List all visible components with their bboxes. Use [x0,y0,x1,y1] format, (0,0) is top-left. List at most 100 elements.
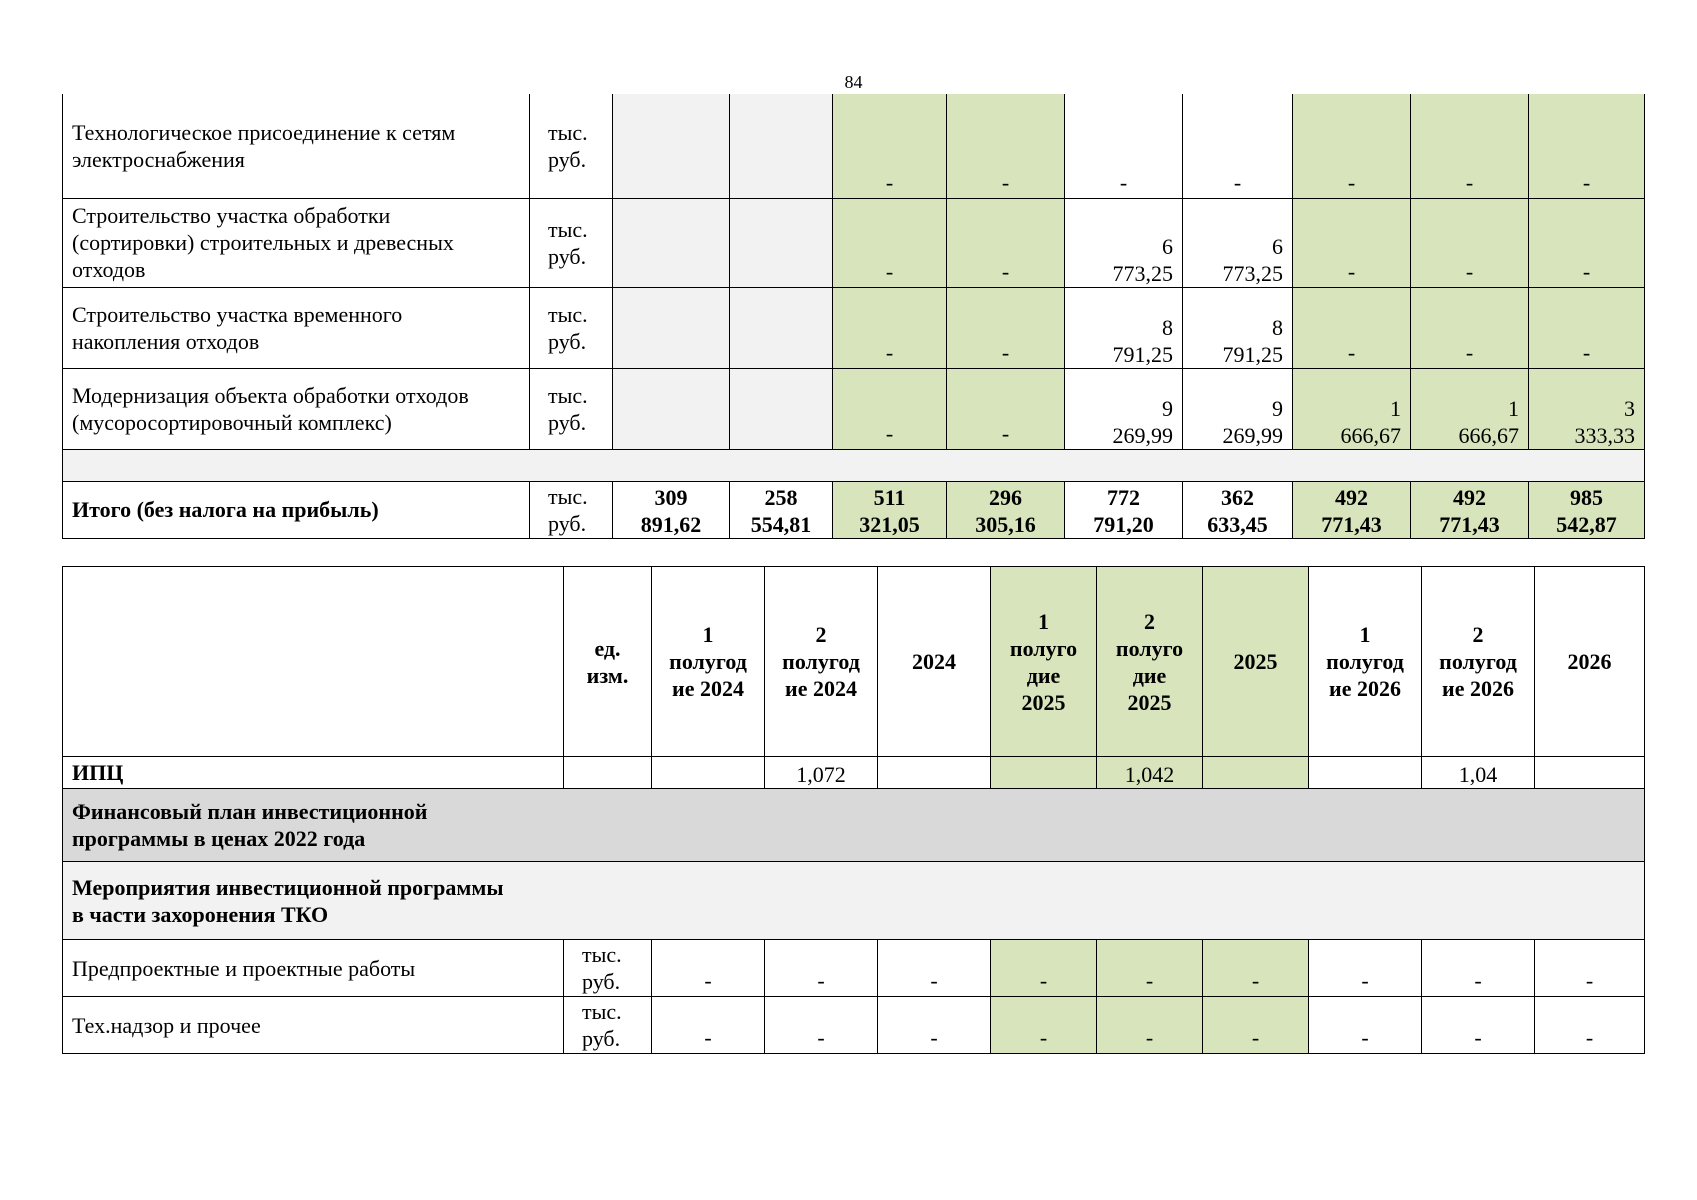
cell: 1,042 [1096,756,1203,789]
cell: - [764,939,878,997]
row-name: Строительство участка обработки (сортиро… [62,197,530,288]
cell: - [1528,286,1645,369]
row-name: Строительство участка временного накопле… [62,286,530,369]
unit-cell: тыс. руб. [529,367,613,450]
total-cell: 511 321,05 [832,480,947,539]
table-row: Строительство участка обработки (сортиро… [62,197,1645,288]
cell [877,756,991,789]
cell: - [1421,996,1535,1054]
cell: - [877,939,991,997]
total-cell: 492 771,43 [1410,480,1529,539]
cell: - [1534,939,1645,997]
cell [729,197,833,288]
section-row: Финансовый план инвестиционной программы… [62,788,1645,862]
ipc-row: ИПЦ 1,072 1,042 1,04 [62,756,1645,789]
unit-cell: тыс. руб. [529,197,613,288]
investment-plan-table: ед. изм. 1 полугод ие 2024 2 полугод ие … [62,566,1645,1054]
total-cell: 492 771,43 [1292,480,1411,539]
cell [1308,756,1422,789]
spacer-row [62,448,1645,482]
cell: - [1528,94,1645,199]
cell [612,367,730,450]
cell: - [832,94,947,199]
capex-table-continuation: Технологическое присоединение к сетям эл… [62,94,1645,539]
row-name: Технологическое присоединение к сетям эл… [62,94,530,199]
cell: - [946,197,1065,288]
cell [729,94,833,199]
cell: - [764,996,878,1054]
cell: - [651,939,765,997]
cell [729,367,833,450]
cell: 6 773,25 [1182,197,1293,288]
header-cell: 2024 [877,566,991,757]
total-cell: 985 542,87 [1528,480,1645,539]
total-row: Итого (без налога на прибыль) тыс. руб. … [62,480,1645,539]
header-cell: 1 полугод ие 2026 [1308,566,1422,757]
cell: - [1421,939,1535,997]
table-row: Модернизация объекта обработки отходов (… [62,367,1645,450]
total-cell: 258 554,81 [729,480,833,539]
cell: 6 773,25 [1064,197,1183,288]
cell: - [1292,94,1411,199]
total-cell: 362 633,45 [1182,480,1293,539]
cell: 1,04 [1421,756,1535,789]
cell: - [1410,286,1529,369]
cell: - [1308,939,1422,997]
unit-cell: тыс. руб. [529,480,613,539]
cell: - [946,367,1065,450]
cell: - [1534,996,1645,1054]
page-number: 84 [844,72,863,92]
cell: - [1292,197,1411,288]
row-name: Предпроектные и проектные работы [62,939,564,997]
header-cell: 2 полугод ие 2026 [1421,566,1535,757]
unit-cell: тыс. руб. [529,286,613,369]
cell: - [1528,197,1645,288]
table-row: Технологическое присоединение к сетям эл… [62,94,1645,199]
cell: 3 333,33 [1528,367,1645,450]
section-heading: Финансовый план инвестиционной программы… [62,788,1645,862]
header-cell [62,566,564,757]
cell: - [990,939,1097,997]
cell: - [1410,94,1529,199]
header-row: ед. изм. 1 полугод ие 2024 2 полугод ие … [62,566,1645,757]
cell: 1 666,67 [1410,367,1529,450]
cell [1534,756,1645,789]
cell: - [832,367,947,450]
cell: - [1202,996,1309,1054]
unit-cell: тыс. руб. [529,94,613,199]
cell: - [946,94,1065,199]
cell: - [877,996,991,1054]
row-name: Тех.надзор и прочее [62,996,564,1054]
cell: - [1308,996,1422,1054]
ipc-label: ИПЦ [62,756,564,789]
cell [612,286,730,369]
total-cell: 296 305,16 [946,480,1065,539]
cell: - [651,996,765,1054]
cell [990,756,1097,789]
section-heading: Мероприятия инвестиционной программы в ч… [62,861,1645,940]
total-cell: 309 891,62 [612,480,730,539]
cell: - [1202,939,1309,997]
header-cell: 1 полуго дие 2025 [990,566,1097,757]
cell: 1 666,67 [1292,367,1411,450]
cell [729,286,833,369]
cell: - [1096,996,1203,1054]
header-cell: 1 полугод ие 2024 [651,566,765,757]
cell: - [832,197,947,288]
cell [651,756,765,789]
table-row: Предпроектные и проектные работы тыс. ру… [62,939,1645,997]
cell: - [946,286,1065,369]
unit-cell: тыс. руб. [563,996,652,1054]
total-label: Итого (без налога на прибыль) [62,480,530,539]
header-cell: 2 полуго дие 2025 [1096,566,1203,757]
cell: 8 791,25 [1064,286,1183,369]
unit-cell: тыс. руб. [563,939,652,997]
header-unit: ед. изм. [563,566,652,757]
cell: - [832,286,947,369]
cell: 9 269,99 [1182,367,1293,450]
table-row: Строительство участка временного накопле… [62,286,1645,369]
header-cell: 2 полугод ие 2024 [764,566,878,757]
section-row: Мероприятия инвестиционной программы в ч… [62,861,1645,940]
cell: 9 269,99 [1064,367,1183,450]
cell: - [1410,197,1529,288]
